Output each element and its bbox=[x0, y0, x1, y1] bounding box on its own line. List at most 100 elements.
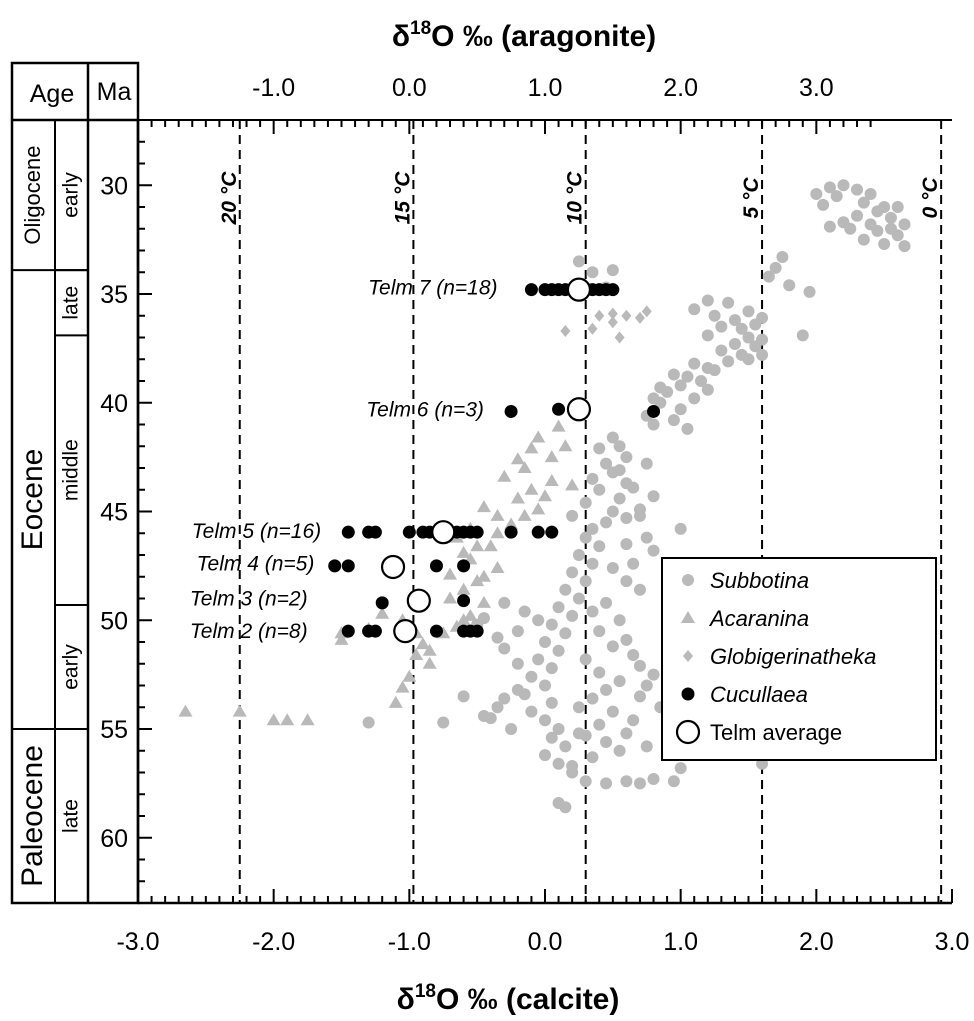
data-point bbox=[552, 420, 566, 432]
data-point bbox=[647, 405, 660, 418]
x-top-tick-label: 3.0 bbox=[799, 74, 834, 102]
data-point bbox=[566, 566, 578, 578]
data-point bbox=[538, 489, 552, 501]
subepoch-label: late bbox=[60, 286, 83, 320]
data-point bbox=[492, 701, 504, 713]
data-point bbox=[654, 382, 666, 394]
subepoch-label: middle bbox=[60, 439, 83, 501]
data-point bbox=[614, 675, 626, 687]
data-point bbox=[634, 584, 646, 596]
y-tick-label: 50 bbox=[100, 607, 128, 635]
data-point bbox=[797, 329, 809, 341]
data-point bbox=[586, 693, 598, 705]
data-point bbox=[573, 593, 585, 605]
data-point bbox=[681, 423, 693, 435]
data-point bbox=[634, 660, 646, 672]
data-point bbox=[477, 500, 491, 512]
data-point bbox=[505, 723, 517, 735]
temperature-label: 0 °C bbox=[919, 177, 942, 219]
data-point bbox=[743, 305, 755, 317]
data-point bbox=[470, 539, 484, 551]
data-point bbox=[580, 532, 592, 544]
data-point bbox=[620, 575, 632, 587]
data-point bbox=[525, 706, 537, 718]
data-point bbox=[776, 251, 788, 263]
data-point bbox=[580, 653, 592, 665]
data-point bbox=[553, 645, 565, 657]
data-point bbox=[627, 558, 639, 570]
data-point bbox=[831, 190, 843, 202]
data-point bbox=[715, 345, 727, 357]
data-point bbox=[641, 740, 653, 752]
data-point bbox=[593, 442, 605, 454]
data-point bbox=[607, 562, 619, 574]
age-column-group: Oligocene Eocene Paleocene early late middle e… bbox=[12, 120, 88, 903]
temperature-lines: 20 °C 15 °C 10 °C 5 °C 0 °C bbox=[218, 120, 942, 903]
y-tick-label: 40 bbox=[100, 390, 128, 418]
data-point bbox=[546, 662, 558, 674]
data-point bbox=[328, 559, 341, 572]
data-point bbox=[457, 594, 470, 607]
y-tick-label: 55 bbox=[100, 716, 128, 744]
legend-label: Subbotina bbox=[710, 568, 809, 593]
data-point bbox=[492, 632, 504, 644]
data-point bbox=[634, 777, 646, 789]
data-point bbox=[702, 295, 714, 307]
data-point bbox=[763, 271, 775, 283]
data-point bbox=[437, 716, 449, 728]
data-point bbox=[560, 325, 570, 337]
data-point bbox=[457, 559, 470, 572]
data-point bbox=[729, 338, 741, 350]
data-point bbox=[457, 546, 471, 558]
data-point bbox=[688, 358, 700, 370]
data-point bbox=[627, 714, 639, 726]
data-point bbox=[512, 658, 524, 670]
x-bottom-tick-label: 3.0 bbox=[935, 928, 970, 956]
data-point bbox=[722, 355, 734, 367]
data-point bbox=[615, 332, 625, 344]
data-point bbox=[851, 184, 863, 196]
telm-label: Telm 5 (n=16) bbox=[192, 520, 321, 543]
data-point bbox=[559, 584, 571, 596]
data-point bbox=[559, 801, 571, 813]
data-point bbox=[607, 706, 619, 718]
data-point bbox=[600, 516, 612, 528]
data-point bbox=[648, 669, 660, 681]
data-point bbox=[899, 218, 911, 230]
data-point bbox=[553, 758, 565, 770]
annotations: Telm 7 (n=18)Telm 6 (n=3)Telm 5 (n=16)Te… bbox=[190, 276, 498, 643]
data-point bbox=[531, 431, 545, 443]
data-point bbox=[621, 310, 631, 322]
series-globigerinatheka bbox=[560, 305, 651, 343]
data-point bbox=[539, 749, 551, 761]
data-point bbox=[545, 450, 559, 462]
data-point bbox=[668, 368, 680, 380]
data-point bbox=[614, 492, 626, 504]
data-point bbox=[546, 697, 558, 709]
data-point bbox=[524, 441, 538, 453]
data-point bbox=[573, 549, 585, 561]
data-point bbox=[709, 364, 721, 376]
data-point bbox=[715, 321, 727, 333]
data-point bbox=[443, 592, 457, 604]
data-point bbox=[497, 470, 511, 482]
data-point bbox=[539, 714, 551, 726]
legend-label: Acaranina bbox=[708, 606, 809, 631]
x-top-tick-label: 2.0 bbox=[663, 74, 698, 102]
data-point bbox=[478, 612, 490, 624]
data-point bbox=[675, 403, 687, 415]
y-tick-label: 30 bbox=[100, 172, 128, 200]
data-point bbox=[363, 716, 375, 728]
data-point bbox=[423, 657, 437, 669]
data-point bbox=[627, 649, 639, 661]
data-point bbox=[634, 510, 646, 522]
data-point bbox=[620, 727, 632, 739]
data-point bbox=[280, 713, 294, 725]
data-point bbox=[600, 597, 612, 609]
data-point bbox=[586, 266, 598, 278]
data-point bbox=[648, 419, 660, 431]
data-point bbox=[532, 526, 545, 539]
data-point bbox=[568, 279, 590, 301]
subepoch-label: early bbox=[60, 644, 83, 690]
data-point bbox=[394, 620, 416, 642]
